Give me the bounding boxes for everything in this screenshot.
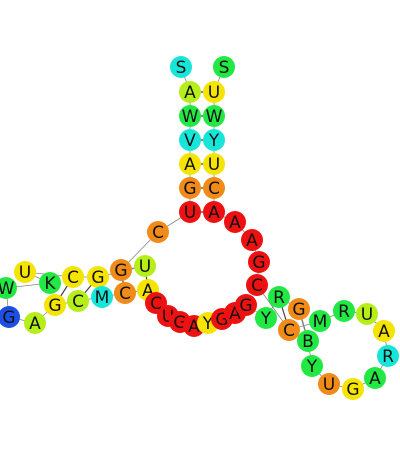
nucleotide: A bbox=[179, 81, 201, 103]
nucleotide: C bbox=[62, 266, 84, 288]
nucleotide: G bbox=[110, 259, 132, 281]
nucleotide-label: R bbox=[338, 302, 350, 322]
nucleotide: R bbox=[333, 300, 355, 322]
nucleotide-label: V bbox=[184, 131, 196, 151]
nucleotide-label: G bbox=[292, 300, 305, 320]
nucleotide-label: C bbox=[119, 284, 131, 304]
nucleotide-label: R bbox=[382, 347, 394, 367]
nucleotide-label: R bbox=[273, 288, 285, 308]
nucleotide-label: U bbox=[208, 155, 220, 175]
nucleotide-label: W bbox=[0, 279, 15, 299]
nucleotide-label: C bbox=[67, 268, 79, 288]
nucleotide-label: S bbox=[176, 58, 187, 78]
nucleotide-label: C bbox=[283, 321, 295, 341]
nucleotide-label: G bbox=[346, 380, 359, 400]
nucleotide: S bbox=[213, 56, 235, 78]
nucleotide-label: G bbox=[114, 261, 127, 281]
nucleotide-label: G bbox=[183, 179, 196, 199]
nucleotide-label: A bbox=[184, 83, 196, 103]
nucleotide: A bbox=[241, 229, 263, 251]
nucleotide: A bbox=[373, 320, 395, 342]
nucleotide-label: U bbox=[139, 257, 151, 277]
nucleotide: A bbox=[364, 367, 386, 389]
nucleotide-label: A bbox=[369, 369, 381, 389]
nucleotide-label: Y bbox=[208, 131, 220, 151]
nucleotide: G bbox=[0, 306, 20, 328]
nucleotide: V bbox=[179, 129, 201, 151]
nucleotide: W bbox=[179, 105, 201, 127]
nucleotide: Y bbox=[255, 307, 277, 329]
nucleotide: C bbox=[203, 177, 225, 199]
nucleotide-label: B bbox=[302, 332, 314, 352]
nucleotide: S bbox=[170, 56, 192, 78]
nucleotide: R bbox=[377, 345, 399, 367]
nucleotide: Y bbox=[301, 355, 323, 377]
nucleotide: U bbox=[203, 153, 225, 175]
nucleotide: A bbox=[24, 312, 46, 334]
nucleotide: C bbox=[278, 319, 300, 341]
nucleotide: C bbox=[114, 282, 136, 304]
nucleotide: G bbox=[87, 266, 109, 288]
nucleotide: G bbox=[342, 378, 364, 400]
nucleotide: B bbox=[297, 330, 319, 352]
nucleotide-label: C bbox=[152, 223, 164, 243]
nucleotide: U bbox=[14, 261, 36, 283]
nucleotide-label: G bbox=[48, 296, 61, 316]
nucleotide-label: A bbox=[184, 155, 196, 175]
nucleotide-label: U bbox=[19, 263, 31, 283]
nucleotide: G bbox=[179, 177, 201, 199]
nucleotide: G bbox=[44, 294, 66, 316]
nucleotide-label: G bbox=[239, 296, 252, 316]
nucleotide: U bbox=[318, 373, 340, 395]
nucleotide-label: Y bbox=[306, 357, 318, 377]
nucleotide: A bbox=[224, 211, 246, 233]
nucleotide-label: C bbox=[72, 292, 84, 312]
nucleotide: C bbox=[67, 290, 89, 312]
nucleotide: G bbox=[248, 251, 270, 273]
nucleotide: C bbox=[246, 274, 268, 296]
nucleotide-label: M bbox=[95, 288, 110, 308]
nucleotide: G bbox=[235, 294, 257, 316]
nucleotide: M bbox=[91, 286, 113, 308]
nucleotide: C bbox=[147, 221, 169, 243]
nucleotide: U bbox=[203, 81, 225, 103]
nucleotide-label: S bbox=[219, 58, 230, 78]
nucleotide-label: C bbox=[208, 179, 220, 199]
nucleotide-label: U bbox=[208, 83, 220, 103]
nucleotide-label: U bbox=[184, 203, 196, 223]
nucleotide: G bbox=[288, 298, 310, 320]
nucleotide-label: A bbox=[378, 322, 390, 342]
nucleotide: W bbox=[0, 277, 17, 299]
nucleotide-label: A bbox=[29, 314, 41, 334]
nucleotide: M bbox=[309, 310, 331, 332]
nucleotide-label: A bbox=[229, 213, 241, 233]
nucleotide-label: G bbox=[2, 308, 15, 328]
nucleotide: W bbox=[203, 105, 225, 127]
nucleotide: K bbox=[39, 272, 61, 294]
nucleotide: Y bbox=[203, 129, 225, 151]
nucleotide: A bbox=[179, 153, 201, 175]
nucleotide: U bbox=[134, 255, 156, 277]
nucleotide-label: W bbox=[206, 107, 223, 127]
nucleotide-label: G bbox=[252, 253, 265, 273]
nucleotide-label: U bbox=[323, 375, 335, 395]
nucleotide-label: W bbox=[182, 107, 199, 127]
nucleotide-label: G bbox=[91, 268, 104, 288]
nucleotide: R bbox=[268, 286, 290, 308]
nucleotide-label: C bbox=[251, 276, 263, 296]
nucleotide: U bbox=[356, 303, 378, 325]
nucleotide-label: M bbox=[313, 312, 328, 332]
nucleotide-label: K bbox=[44, 274, 56, 294]
nucleotide-label: Y bbox=[260, 309, 272, 329]
nucleotide-label: U bbox=[361, 305, 373, 325]
nucleotide-label: A bbox=[208, 203, 220, 223]
nucleotide-label: A bbox=[246, 231, 258, 251]
nucleotide: U bbox=[179, 201, 201, 223]
nucleotide: A bbox=[203, 201, 225, 223]
